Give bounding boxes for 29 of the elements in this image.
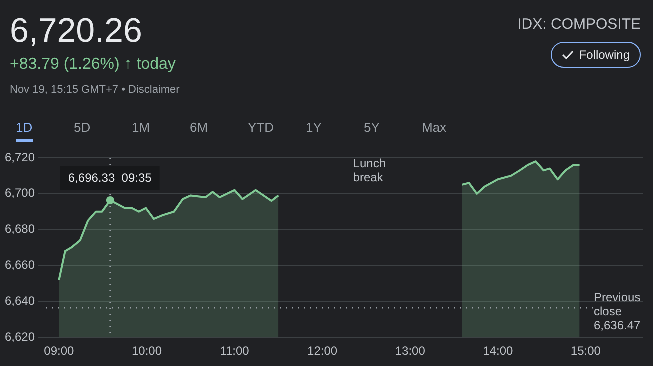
text: 6M — [190, 120, 208, 135]
y-tick-label: 6,700 — [5, 186, 36, 200]
x-tick-label: 13:00 — [395, 344, 426, 358]
x-tick-label: 10:00 — [132, 344, 162, 358]
x-tick-label: 15:00 — [570, 344, 602, 358]
x-tick-label: 09:00 — [44, 344, 75, 358]
text: Nov 19, 15:15 GMT+7 • Disclaimer — [10, 84, 180, 96]
y-tick-label: 6,680 — [5, 222, 36, 236]
text: 5D — [74, 120, 91, 135]
annotation: Lunch break — [353, 156, 386, 184]
text: Max — [422, 120, 447, 135]
chart-title: 6,720.26 — [10, 12, 142, 51]
y-tick-label: 6,660 — [5, 258, 36, 272]
x-tick-label: 12:00 — [308, 344, 338, 358]
text: 1M — [132, 120, 150, 135]
text: 5Y — [364, 120, 380, 135]
x-tick-label: 14:00 — [483, 344, 514, 358]
chart-subtitle: +83.79 (1.26%) ↑ today — [10, 56, 176, 74]
y-tick-label: 6,620 — [5, 330, 36, 344]
text: YTD — [248, 120, 274, 135]
text: Following — [579, 47, 630, 64]
ref-line-label: Previous close 6,636.47 — [594, 290, 642, 332]
text: 1D — [16, 120, 33, 142]
annotation: 6,696.33 09:35 — [68, 170, 152, 185]
text: 1Y — [306, 120, 322, 135]
y-tick-label: 6,640 — [5, 294, 36, 308]
text: IDX: COMPOSITE — [518, 16, 641, 33]
y-tick-label: 6,720 — [5, 150, 36, 164]
x-tick-label: 11:00 — [220, 344, 250, 358]
